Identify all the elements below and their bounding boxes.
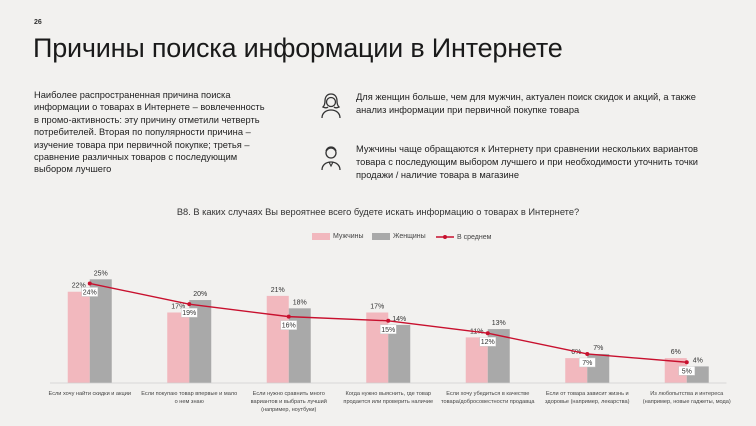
data-label-average: 5%	[682, 368, 692, 375]
man-icon	[321, 146, 341, 171]
data-label-men: 17%	[171, 303, 185, 310]
average-label-box	[380, 324, 397, 335]
category-label: Если нужно сравнить много	[253, 391, 325, 397]
category-label: товара/добросовестности продавца	[441, 399, 535, 405]
legend-label-women: Женщины	[393, 233, 426, 240]
chart-legend: Мужчины Женщины В среднем	[0, 233, 756, 245]
legend-swatch-women	[372, 233, 390, 240]
legend-item-average: В среднем	[436, 233, 491, 241]
average-point	[684, 360, 689, 365]
data-label-average: 12%	[481, 339, 495, 346]
category-label: Из любопытства и интереса	[650, 391, 724, 397]
chart-question: B8. В каких случаях Вы вероятнее всего б…	[176, 207, 580, 217]
data-label-women: 7%	[593, 345, 603, 352]
category-label: (например, новые гаджеты, мода)	[643, 399, 731, 405]
page-number: 26	[34, 19, 42, 26]
average-point	[386, 318, 391, 323]
average-label-box	[579, 357, 596, 368]
average-point	[286, 314, 291, 319]
data-label-men: 21%	[271, 287, 285, 294]
average-point	[585, 351, 590, 356]
average-label-box	[81, 287, 98, 297]
average-label-box	[280, 320, 297, 330]
legend-item-women: Женщины	[372, 233, 426, 240]
data-label-average: 19%	[182, 310, 196, 317]
insight-women-text: Для женщин больше, чем для мужчин, актуа…	[356, 92, 696, 115]
category-label: (например, ноутбуки)	[261, 407, 316, 413]
bar-men	[664, 358, 687, 383]
category-label: Если от товара зависит жизнь и	[546, 391, 629, 397]
data-label-average: 16%	[282, 323, 296, 330]
woman-icon	[321, 93, 341, 119]
category-label: о нем знаю	[175, 399, 204, 405]
data-label-women: 18%	[293, 299, 307, 306]
data-label-women: 25%	[94, 270, 108, 277]
legend-label-men: Мужчины	[333, 233, 364, 240]
bar-men	[167, 312, 190, 383]
bar-men	[366, 312, 389, 383]
bar-men	[67, 291, 90, 383]
bar-chart: 22% 25% Если хочу найти скидки и акции 17% 2…	[49, 270, 731, 413]
legend-swatch-average	[436, 235, 454, 239]
data-label-women: 4%	[693, 357, 703, 364]
insight-men-text: Мужчины чаще обращаются к Интернету при …	[356, 144, 698, 180]
category-label: продается или проверить наличие	[343, 399, 433, 405]
average-point	[87, 281, 92, 286]
category-label: Если хочу убедиться в качестве	[446, 391, 529, 397]
data-label-women: 14%	[392, 316, 406, 323]
data-label-average: 15%	[381, 327, 395, 334]
page-title: Причины поиска информации в Интернете	[33, 33, 563, 63]
data-label-men: 6%	[571, 349, 581, 356]
data-label-average: 24%	[83, 289, 97, 296]
data-label-women: 20%	[193, 291, 207, 298]
data-label-women: 13%	[492, 320, 506, 327]
average-label-box	[479, 336, 496, 347]
category-label: здоровье (например, лекарства)	[545, 399, 630, 405]
data-label-average: 7%	[582, 360, 592, 367]
legend-label-average: В среднем	[457, 233, 492, 241]
average-point	[485, 331, 490, 336]
average-label-box	[181, 307, 198, 318]
intro-text: Наиболее распространенная причина поиска…	[34, 90, 265, 175]
legend-item-men: Мужчины	[312, 233, 364, 240]
bar-men	[266, 295, 289, 383]
legend-swatch-men	[312, 233, 330, 240]
bar-women	[388, 324, 411, 383]
average-label-box	[678, 366, 695, 376]
bar-women	[89, 279, 112, 383]
category-label: Если покупаю товар впервые и мало	[141, 391, 237, 397]
data-label-men: 17%	[370, 303, 384, 310]
bar-women	[288, 308, 311, 383]
data-label-men: 6%	[671, 349, 681, 356]
bar-women	[189, 300, 212, 383]
data-label-men: 22%	[72, 283, 86, 290]
bar-men	[465, 337, 488, 383]
category-label: Когда нужно выяснить, где товар	[345, 391, 431, 397]
category-label: вариантов и выбрать лучший	[251, 398, 327, 405]
average-point	[187, 302, 192, 307]
category-label: Если хочу найти скидки и акции	[49, 390, 131, 397]
